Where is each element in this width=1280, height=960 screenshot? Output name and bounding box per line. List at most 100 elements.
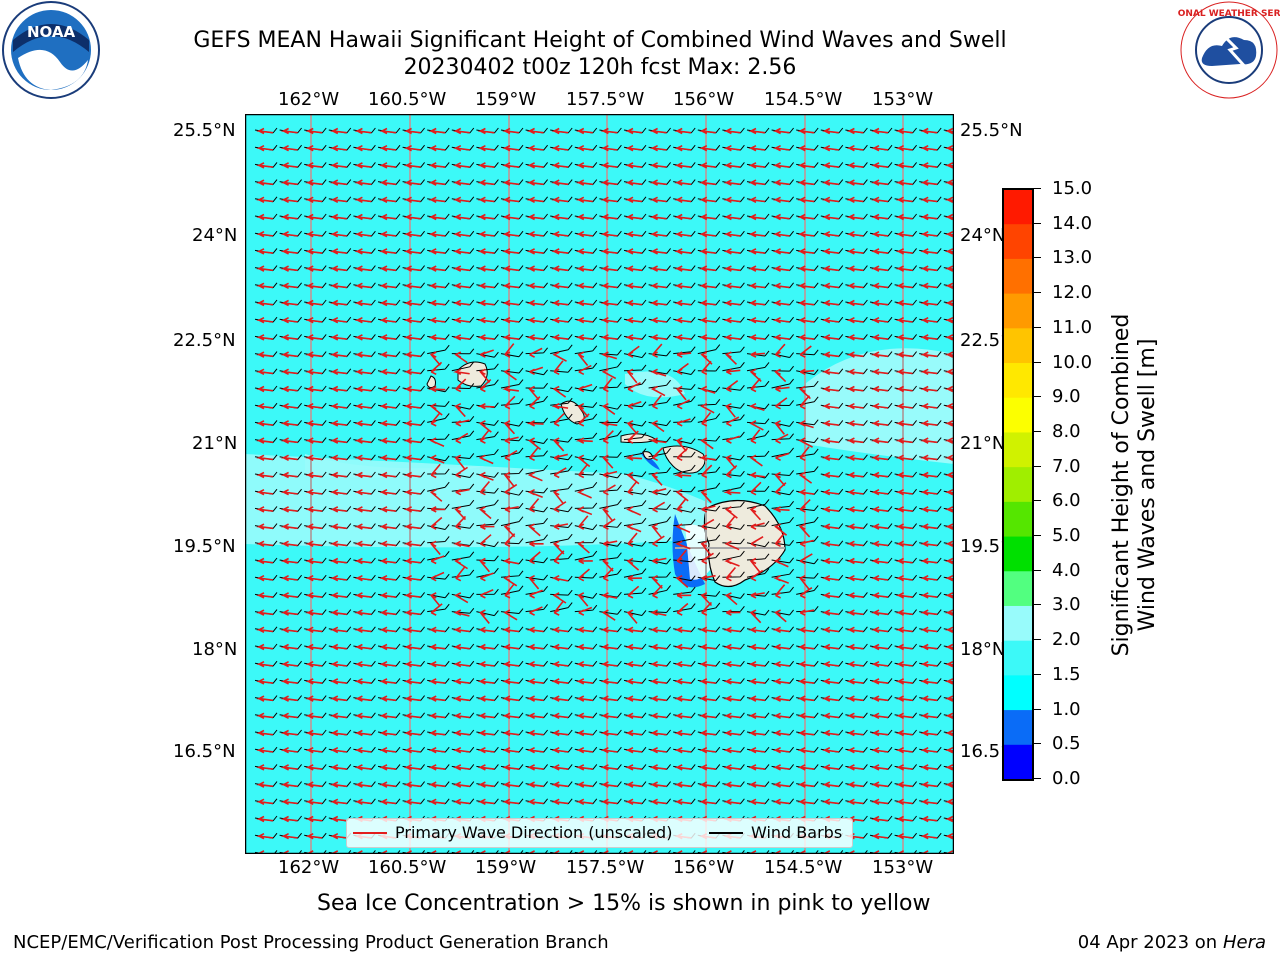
wind-barb — [550, 413, 573, 423]
wave-direction-arrow — [649, 196, 667, 204]
lon-label-top: 153°W — [872, 89, 934, 110]
wave-direction-arrow — [945, 488, 954, 496]
wave-direction-arrow — [748, 334, 765, 341]
wave-direction-arrow — [529, 589, 543, 599]
wave-direction-arrow — [625, 695, 642, 702]
wave-direction-arrow — [871, 523, 888, 530]
wave-direction-arrow — [453, 764, 470, 771]
wave-direction-arrow — [723, 729, 741, 737]
wave-direction-arrow — [576, 781, 593, 788]
colorbar-cell — [1003, 293, 1033, 329]
wave-direction-arrow — [723, 488, 741, 496]
wave-direction-arrow — [354, 334, 372, 341]
wave-direction-arrow — [674, 626, 692, 634]
wave-direction-arrow — [354, 523, 372, 530]
wave-direction-arrow — [920, 781, 938, 788]
wind-barb — [722, 402, 745, 409]
wave-direction-arrow — [822, 162, 839, 169]
wave-direction-arrow — [354, 678, 372, 685]
wave-direction-arrow — [846, 213, 864, 221]
wave-direction-arrow — [477, 179, 495, 186]
wave-direction-arrow — [920, 230, 938, 238]
lon-label-bottom: 157.5°W — [566, 857, 645, 878]
wave-direction-arrow — [305, 213, 323, 221]
wave-direction-arrow — [453, 678, 470, 685]
wave-direction-arrow — [846, 162, 864, 169]
wave-direction-arrow — [280, 351, 298, 358]
wave-direction-arrow — [895, 162, 913, 169]
colorbar-tick-label: 0.0 — [1052, 768, 1081, 789]
wave-direction-arrow — [846, 626, 864, 634]
colorbar-tick-label: 0.5 — [1052, 733, 1081, 755]
colorbar-tick-label: 6.0 — [1052, 490, 1081, 512]
wave-direction-arrow — [354, 506, 372, 513]
wave-direction-arrow — [526, 316, 544, 324]
wave-direction-arrow — [797, 299, 815, 307]
wave-direction-arrow — [403, 471, 421, 479]
wave-direction-arrow — [871, 832, 888, 840]
colorbar-tick-mark — [1034, 673, 1041, 675]
wave-direction-arrow — [477, 764, 495, 771]
wave-direction-arrow — [379, 248, 396, 255]
colorbar-tick-mark — [1034, 292, 1041, 294]
wave-direction-arrow — [674, 196, 692, 204]
wave-direction-arrow — [772, 678, 790, 685]
wave-direction-arrow — [675, 574, 689, 588]
colorbar-cell — [1003, 536, 1033, 572]
wind-barb — [648, 350, 671, 357]
wind-barb — [796, 396, 819, 406]
wind-barb — [623, 471, 647, 478]
wave-direction-arrow — [723, 712, 741, 720]
colorbar-cell — [1003, 223, 1033, 259]
wave-direction-arrow — [772, 746, 790, 754]
wave-direction-arrow — [649, 299, 667, 307]
wave-direction-arrow — [305, 265, 323, 272]
wave-direction-arrow — [651, 343, 663, 358]
wave-direction-arrow — [676, 418, 691, 427]
wave-direction-arrow — [822, 299, 839, 307]
wave-direction-arrow — [528, 523, 541, 537]
wave-direction-arrow — [454, 351, 468, 364]
wave-direction-arrow — [945, 437, 954, 444]
wave-direction-arrow — [428, 248, 446, 255]
wave-direction-arrow — [846, 334, 864, 341]
wave-direction-arrow — [256, 678, 273, 685]
wave-direction-arrow — [529, 540, 544, 548]
wave-direction-arrow — [674, 282, 692, 290]
wave-direction-arrow — [700, 540, 712, 556]
wave-direction-arrow — [602, 518, 616, 530]
wave-direction-arrow — [822, 643, 839, 651]
wave-direction-arrow — [576, 660, 593, 668]
colorbar-cell — [1003, 674, 1033, 711]
wave-direction-arrow — [772, 265, 790, 272]
wave-direction-arrow — [750, 351, 766, 358]
wave-direction-arrow — [601, 609, 616, 621]
wind-barb — [697, 523, 721, 529]
wave-direction-arrow — [822, 248, 839, 255]
wave-direction-arrow — [454, 557, 468, 570]
wave-direction-arrow — [846, 574, 864, 582]
wind-barb — [722, 524, 745, 530]
wave-direction-arrow — [403, 299, 421, 307]
wave-direction-arrow — [750, 481, 762, 496]
wave-direction-arrow — [895, 592, 913, 599]
wave-direction-arrow — [305, 678, 323, 685]
wave-direction-arrow — [529, 396, 541, 410]
wave-direction-arrow — [945, 265, 954, 272]
wave-direction-arrow — [945, 712, 954, 720]
wave-direction-arrow — [701, 411, 712, 427]
wave-direction-arrow — [256, 162, 273, 169]
wave-direction-arrow — [846, 265, 864, 272]
wave-direction-arrow — [430, 555, 445, 565]
wave-direction-arrow — [403, 574, 421, 582]
lat-label-left: 19.5°N — [173, 536, 236, 557]
wave-direction-arrow — [723, 764, 741, 771]
wind-barb — [623, 401, 647, 408]
wave-direction-arrow — [945, 781, 954, 788]
wave-direction-arrow — [305, 643, 323, 651]
wave-direction-arrow — [330, 506, 347, 513]
wave-direction-arrow — [403, 437, 421, 444]
wave-direction-arrow — [379, 334, 396, 341]
wave-direction-arrow — [330, 127, 347, 135]
wave-direction-arrow — [822, 179, 839, 186]
